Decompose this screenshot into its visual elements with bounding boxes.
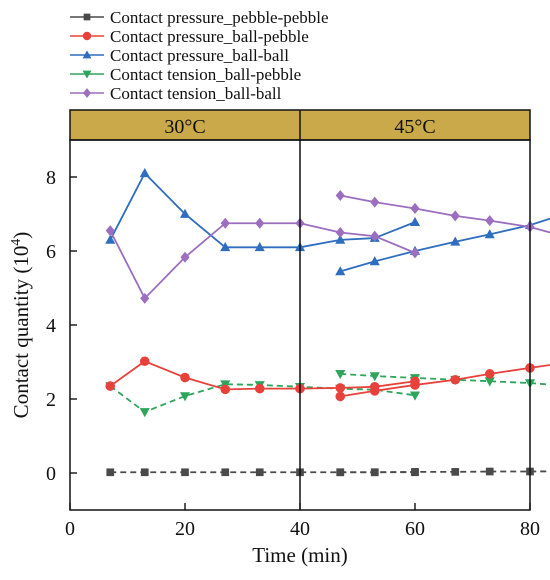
y-axis-label-main: Contact quantity (10 [9, 246, 33, 419]
data-point [369, 372, 380, 382]
data-point [411, 468, 419, 476]
data-point [179, 392, 191, 402]
x-tick-label: 60 [405, 518, 425, 540]
y-tick-label: 0 [46, 463, 56, 485]
data-point [450, 374, 461, 385]
data-point [140, 292, 150, 304]
legend-label: Contact tension_ball-ball [110, 84, 282, 103]
data-point [139, 356, 150, 367]
data-point [370, 468, 379, 477]
data-point [484, 229, 495, 239]
data-point [409, 391, 421, 401]
data-point [450, 236, 461, 246]
data-point [484, 369, 495, 379]
legend-item: Contact pressure_ball-pebble [70, 27, 309, 46]
panel-label-30c: 30°C [164, 116, 205, 138]
data-point [255, 468, 264, 477]
y-tick-label: 6 [46, 241, 56, 263]
data-point [451, 468, 460, 476]
data-point [410, 380, 420, 390]
data-point [180, 372, 190, 383]
x-tick-label: 0 [65, 518, 75, 540]
data-point [220, 384, 231, 395]
x-tick-label: 40 [290, 518, 310, 540]
legend-marker [82, 31, 92, 41]
x-tick-label: 80 [520, 518, 540, 540]
data-point [410, 202, 420, 214]
data-point [180, 251, 190, 263]
data-point [484, 377, 495, 387]
data-point [335, 234, 346, 244]
data-point [254, 383, 265, 394]
legend-item: Contact tension_ball-pebble [70, 65, 301, 84]
data-point [369, 386, 380, 396]
legend-item: Contact tension_ball-ball [70, 84, 282, 103]
y-tick-label: 2 [46, 389, 56, 411]
y-tick-label: 4 [46, 315, 56, 337]
x-axis-label: Time (min) [252, 543, 347, 567]
data-point [335, 370, 346, 380]
panel-headers: 30°C 45°C [69, 109, 531, 141]
legend-label: Contact tension_ball-pebble [110, 65, 301, 84]
data-point [370, 196, 380, 208]
legend-label: Contact pressure_ball-ball [110, 46, 289, 65]
data-point [105, 234, 116, 244]
legend-label: Contact pressure_ball-pebble [110, 27, 309, 46]
series-line [340, 194, 550, 234]
data-point [335, 226, 345, 239]
data-point [255, 217, 265, 229]
data-point [105, 225, 115, 237]
data-point [181, 468, 189, 477]
data-point [140, 468, 149, 477]
data-point [179, 208, 191, 218]
plot-area [105, 168, 550, 477]
data-point [450, 210, 460, 222]
y-axis-label: Contact quantity (104) [9, 232, 33, 419]
data-point [409, 216, 421, 226]
data-point [335, 266, 346, 276]
data-point [335, 189, 345, 202]
data-point [369, 256, 380, 266]
data-point [254, 242, 265, 252]
y-tick-label: 8 [46, 167, 56, 189]
data-point [485, 215, 495, 227]
panel-label-45c: 45°C [394, 116, 435, 138]
data-point [335, 383, 346, 393]
legend-marker [82, 50, 92, 59]
data-point [410, 247, 420, 259]
data-point [139, 408, 150, 418]
legend-item: Contact pressure_ball-ball [70, 46, 289, 65]
data-point [336, 468, 345, 477]
data-point [335, 391, 346, 402]
series-line [109, 222, 416, 300]
data-point [485, 467, 494, 476]
legend-marker [83, 13, 91, 21]
data-point [139, 168, 150, 178]
data-point [106, 468, 115, 477]
legend-item: Contact pressure_pebble-pebble [70, 8, 329, 27]
data-point [220, 217, 230, 229]
x-tick-label: 20 [175, 518, 195, 540]
data-point [370, 230, 380, 242]
data-point [105, 381, 116, 391]
legend-label: Contact pressure_pebble-pebble [110, 8, 329, 27]
y-axis-label-exponent: 4 [9, 239, 24, 246]
legend-marker [82, 70, 92, 79]
data-point [220, 242, 231, 252]
legend-marker [83, 88, 91, 98]
y-axis-label-close: ) [9, 232, 33, 239]
data-point [221, 468, 230, 477]
